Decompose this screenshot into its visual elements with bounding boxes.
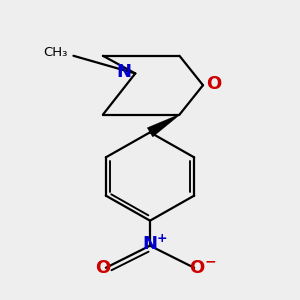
- Text: CH₃: CH₃: [43, 46, 68, 59]
- Text: N: N: [142, 235, 158, 253]
- Polygon shape: [147, 114, 180, 137]
- Text: O: O: [207, 75, 222, 93]
- Text: O: O: [190, 259, 205, 277]
- Text: O: O: [95, 259, 110, 277]
- Text: N: N: [117, 63, 132, 81]
- Text: +: +: [157, 232, 167, 245]
- Text: −: −: [205, 254, 217, 268]
